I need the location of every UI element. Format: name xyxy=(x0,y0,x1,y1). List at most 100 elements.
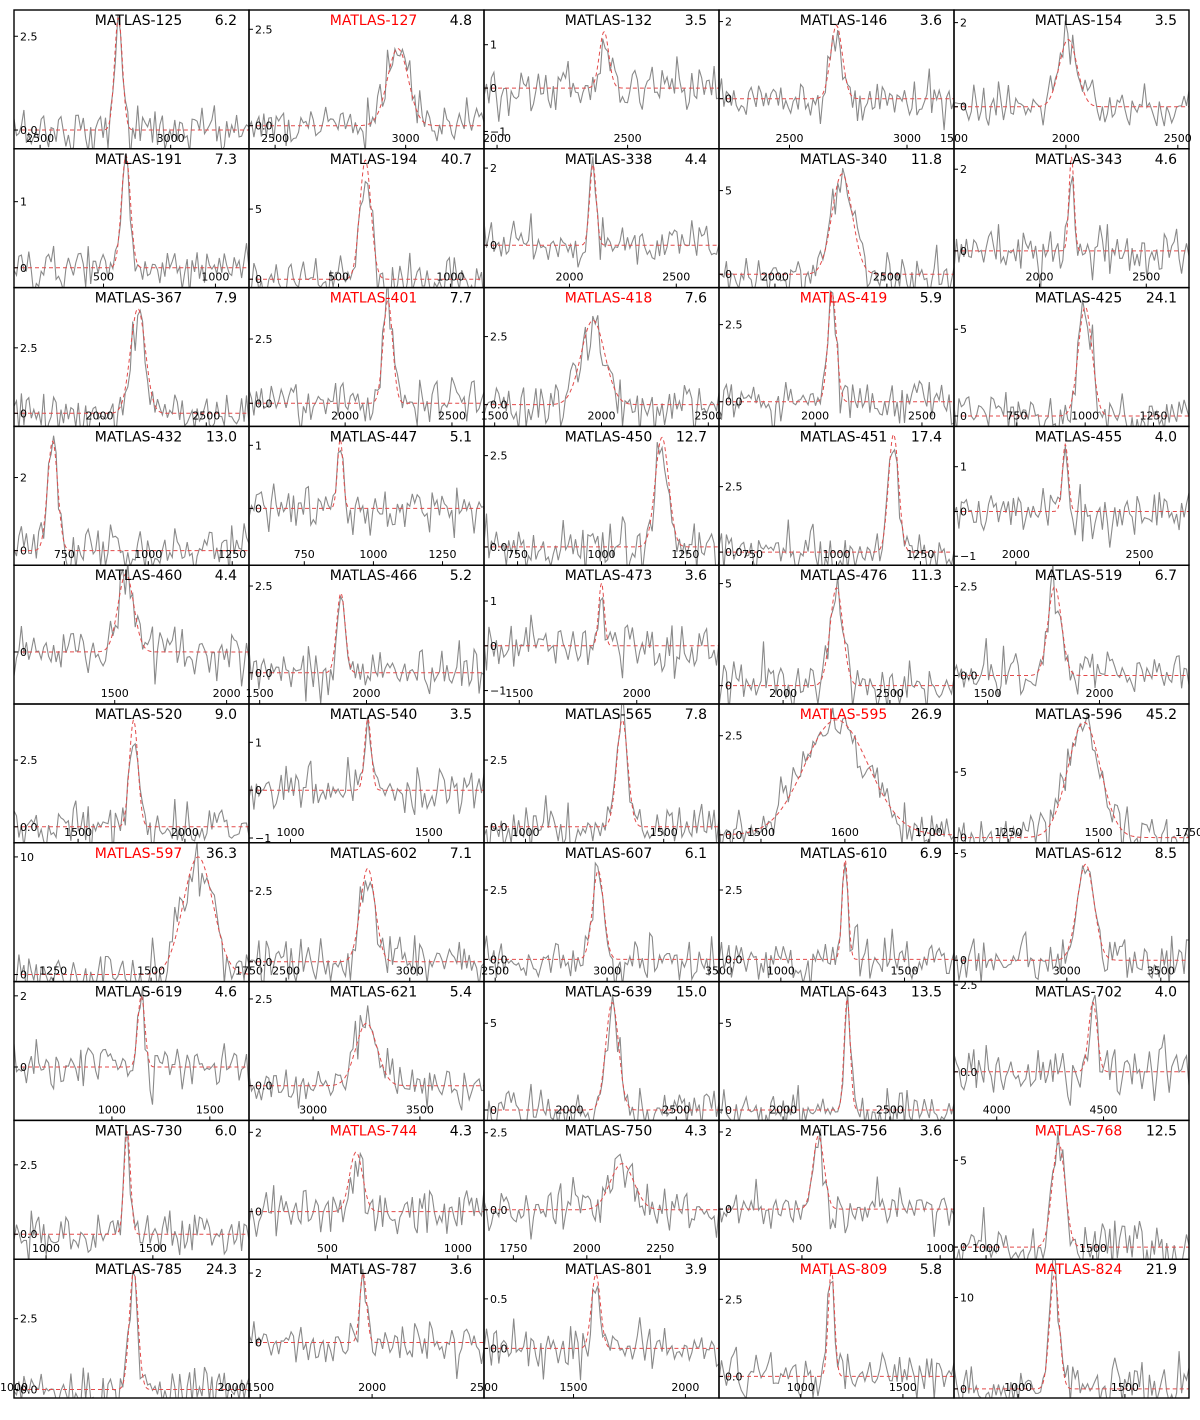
gaussian-fit-line xyxy=(249,438,484,509)
panel-galaxy-name: MATLAS-602 xyxy=(330,846,417,862)
gaussian-fit-line xyxy=(249,299,484,404)
x-tick-label: 1500 xyxy=(246,1381,274,1394)
gaussian-fit-line xyxy=(954,38,1189,108)
panel-galaxy-name: MATLAS-455 xyxy=(1035,429,1122,445)
y-tick-label: 0 xyxy=(255,502,262,515)
x-tick-label: 2500 xyxy=(908,409,936,422)
y-tick-label: 2 xyxy=(725,1126,732,1139)
gaussian-fit-line xyxy=(14,440,249,552)
panel-frame xyxy=(13,842,250,983)
y-tick-label: 0 xyxy=(960,954,967,967)
panel-frame xyxy=(248,148,485,289)
y-tick-label: 0.0 xyxy=(255,120,273,133)
panel-snr-value: 4.0 xyxy=(1155,985,1177,1001)
panel-galaxy-name: MATLAS-519 xyxy=(1035,568,1122,584)
panel-galaxy-name: MATLAS-425 xyxy=(1035,291,1122,307)
x-tick-label: 2000 xyxy=(1002,548,1030,561)
panel-galaxy-name: MATLAS-473 xyxy=(565,568,652,584)
panel-snr-value: 7.3 xyxy=(215,152,237,168)
panel-frame xyxy=(718,1119,955,1260)
y-tick-label: 0 xyxy=(490,82,497,95)
panel-snr-value: 3.6 xyxy=(685,568,707,584)
x-tick-label: 1600 xyxy=(831,826,859,839)
observed-spectrum-line xyxy=(484,1285,719,1381)
x-tick-label: 2000 xyxy=(588,409,616,422)
panel-galaxy-name: MATLAS-702 xyxy=(1035,985,1122,1001)
x-tick-label: 1250 xyxy=(218,548,246,561)
observed-spectrum-line xyxy=(249,880,484,982)
y-tick-label: 0.0 xyxy=(20,124,38,137)
y-tick-label: 2 xyxy=(960,17,967,30)
observed-spectrum-line xyxy=(719,575,954,705)
x-tick-label: 1000 xyxy=(359,548,387,561)
panel-snr-value: 5.4 xyxy=(450,985,472,1001)
x-tick-label: 1750 xyxy=(499,1242,527,1255)
spectrum-panel-matlas-702: 0.0 2.5 4000 4500 MATLAS-702 4.0 xyxy=(953,979,1190,1122)
panel-frame xyxy=(13,1258,250,1399)
panel-frame xyxy=(483,1119,720,1260)
y-tick-label: 0.0 xyxy=(490,1342,508,1355)
panel-frame xyxy=(248,980,485,1122)
x-tick-label: 2500 xyxy=(662,271,690,284)
y-tick-label: 2.5 xyxy=(960,979,978,992)
panel-frame xyxy=(13,286,250,428)
panel-frame xyxy=(13,564,250,705)
x-tick-label: 1750 xyxy=(1175,826,1200,839)
panel-galaxy-name: MATLAS-338 xyxy=(565,152,652,168)
panel-galaxy-name: MATLAS-447 xyxy=(330,429,417,445)
x-tick-label: 750 xyxy=(54,548,75,561)
y-tick-label: 2 xyxy=(725,16,732,29)
panel-frame xyxy=(483,564,720,705)
y-tick-label: 2 xyxy=(255,1126,262,1139)
gaussian-fit-line xyxy=(249,1022,484,1087)
gaussian-fit-line xyxy=(484,1163,719,1211)
gaussian-fit-line xyxy=(484,581,719,647)
observed-spectrum-line xyxy=(954,865,1189,982)
gaussian-fit-line xyxy=(249,1272,484,1343)
spectrum-panel-matlas-127: 0.0 2.5 2500 3000 MATLAS-127 4.8 xyxy=(248,9,485,150)
panel-frame xyxy=(483,842,720,983)
x-tick-label: 1250 xyxy=(39,965,67,978)
spectrum-panel-matlas-610: 0.0 2.5 1000 1500 MATLAS-610 6.9 xyxy=(718,842,955,983)
observed-spectrum-line xyxy=(249,1268,484,1379)
observed-spectrum-line xyxy=(14,435,249,566)
y-tick-label: 0 xyxy=(960,1383,967,1396)
observed-spectrum-line xyxy=(954,565,1189,697)
gaussian-fit-line xyxy=(14,1270,249,1390)
spectrum-panel-matlas-565: 0.0 2.5 1000 1500 MATLAS-565 7.8 xyxy=(483,703,720,844)
x-tick-label: 1000 xyxy=(588,548,616,561)
x-tick-label: 1500 xyxy=(974,687,1002,700)
panel-snr-value: 5.8 xyxy=(920,1262,942,1278)
observed-spectrum-line xyxy=(484,441,719,566)
observed-spectrum-line xyxy=(954,712,1189,843)
y-tick-label: 0.0 xyxy=(725,953,743,966)
x-tick-label: 2000 xyxy=(331,409,359,422)
y-tick-label: 0 xyxy=(960,832,967,845)
gaussian-fit-line xyxy=(14,856,249,975)
panel-snr-value: 12.7 xyxy=(676,429,707,445)
panel-snr-value: 3.5 xyxy=(450,707,472,723)
spectrum-panel-matlas-768: 0 5 1000 1500 MATLAS-768 12.5 xyxy=(953,1119,1190,1260)
observed-spectrum-line xyxy=(249,449,484,539)
spectrum-panel-matlas-343: 0 2 2000 2500 MATLAS-343 4.6 xyxy=(953,148,1190,289)
x-tick-label: 1500 xyxy=(246,687,274,700)
spectrum-panel-matlas-730: 0.0 2.5 1000 1500 MATLAS-730 6.0 xyxy=(13,1119,250,1260)
panel-snr-value: 45.2 xyxy=(1146,707,1177,723)
y-tick-label: 1 xyxy=(490,595,497,608)
gaussian-fit-line xyxy=(954,305,1189,417)
x-tick-label: 1000 xyxy=(436,271,464,284)
panel-snr-value: 8.5 xyxy=(1155,846,1177,862)
panel-frame xyxy=(953,9,1190,150)
y-tick-label: 2 xyxy=(255,1267,262,1280)
gaussian-fit-line xyxy=(249,48,484,127)
gaussian-fit-line xyxy=(954,1001,1189,1073)
panel-galaxy-name: MATLAS-768 xyxy=(1035,1123,1122,1139)
y-tick-label: 2.5 xyxy=(20,30,38,43)
x-tick-label: 2500 xyxy=(438,409,466,422)
y-tick-label: 0 xyxy=(725,93,732,106)
panel-snr-value: 17.4 xyxy=(911,429,942,445)
panel-galaxy-name: MATLAS-340 xyxy=(800,152,887,168)
observed-spectrum-line xyxy=(249,715,484,815)
x-tick-label: 1000 xyxy=(787,1381,815,1394)
